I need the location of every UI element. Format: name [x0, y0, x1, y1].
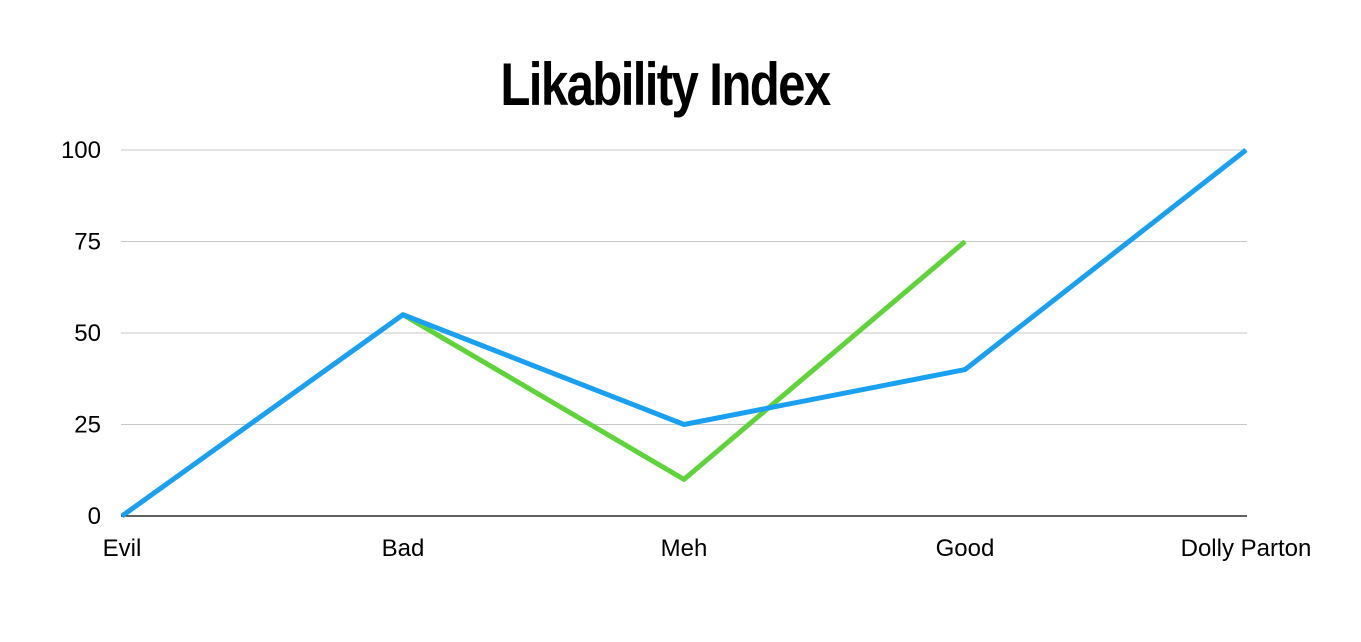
x-tick-label: Bad	[382, 535, 425, 562]
series-line-1	[120, 148, 1248, 519]
y-tick-label: 100	[61, 137, 101, 164]
y-tick-label: 25	[74, 412, 101, 439]
x-tick-labels: Evil Bad Meh Good Dolly Parton	[103, 535, 1312, 562]
x-tick-label: Meh	[661, 535, 708, 562]
x-tick-label: Dolly Parton	[1181, 535, 1312, 562]
gridlines	[121, 149, 1247, 517]
x-tick-label: Evil	[103, 535, 142, 562]
y-tick-label: 0	[88, 503, 101, 530]
y-tick-labels: 0 25 50 75 100	[61, 137, 101, 530]
chart-title: Likability Index	[500, 51, 831, 118]
x-tick-label: Good	[936, 535, 995, 562]
y-tick-label: 75	[74, 229, 101, 256]
y-tick-label: 50	[74, 320, 101, 347]
series-line-2	[401, 239, 967, 482]
series-lines	[120, 148, 1248, 519]
